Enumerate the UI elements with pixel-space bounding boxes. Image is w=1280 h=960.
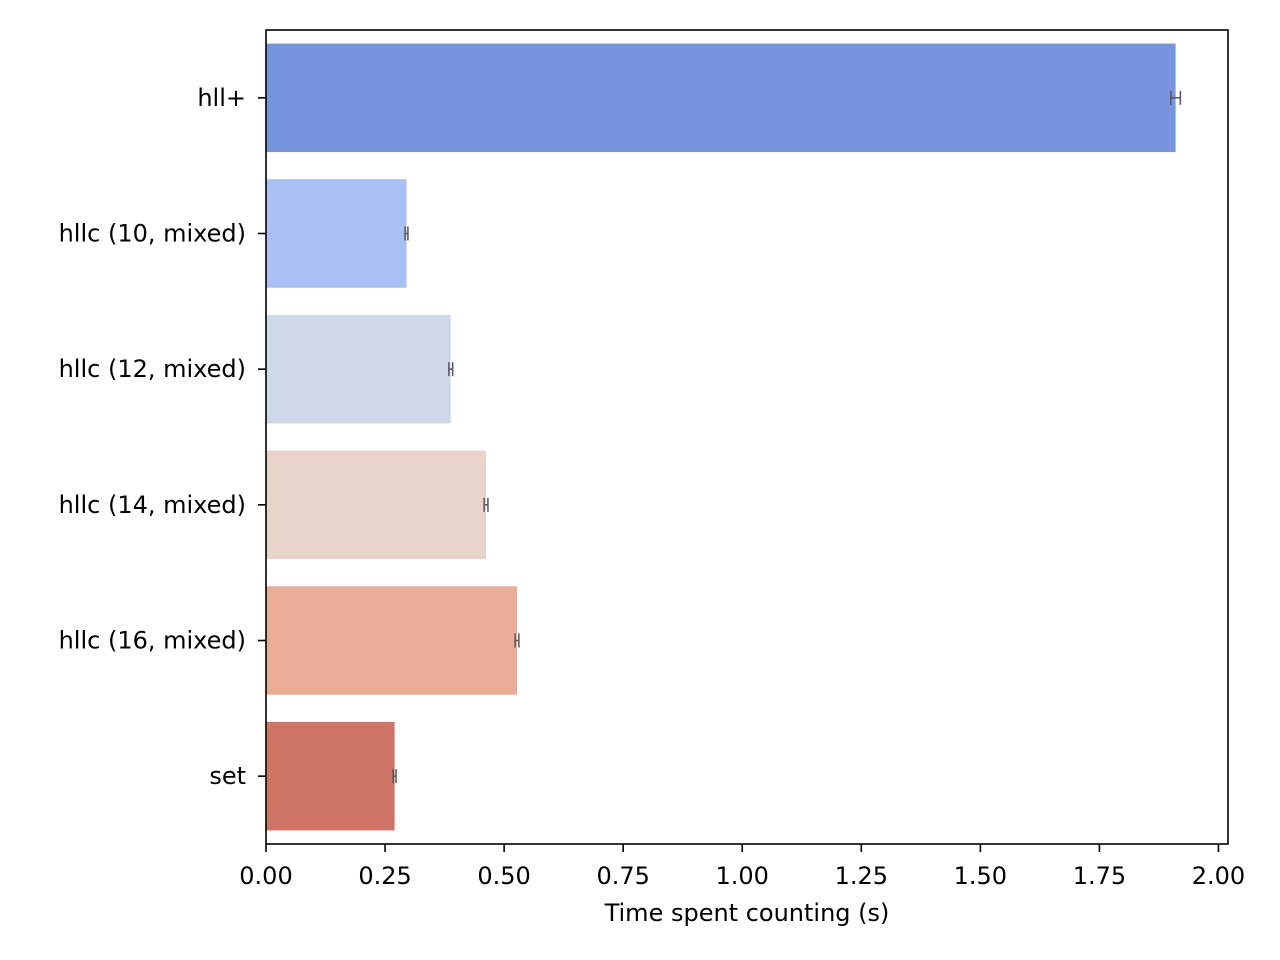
error-bar-set: [392, 769, 397, 784]
y-tick-label: hllc (10, mixed): [59, 220, 246, 248]
x-tick-label: 1.00: [716, 862, 769, 890]
bar-hllc-14-mixed: [266, 450, 487, 560]
plot-frame: [265, 29, 1229, 845]
y-tick-label: hll+: [197, 84, 246, 112]
x-tick-label: 0.75: [596, 862, 649, 890]
error-bar-hllc-10-mixed: [404, 226, 409, 241]
error-bar-hllc-12-mixed: [448, 362, 454, 377]
y-axis: hll+ hllc (10, mixed) hllc (12, mixed) hllc…: [59, 84, 266, 790]
x-tick-label: 2.00: [1192, 862, 1245, 890]
error-bar-hll: [1170, 90, 1182, 105]
x-tick-label: 1.75: [1073, 862, 1126, 890]
x-tick-label: 1.50: [954, 862, 1007, 890]
x-axis-label: Time spent counting (s): [604, 899, 890, 927]
x-axis: 0.00 0.25 0.50 0.75 1.00 1.25 1.50 1.75 2.00: [239, 844, 1245, 890]
y-tick-label: set: [209, 762, 246, 790]
y-tick-label: hllc (14, mixed): [59, 491, 246, 519]
y-tick-label: hllc (16, mixed): [59, 627, 246, 655]
x-tick-label: 1.25: [835, 862, 888, 890]
error-bar-hllc-16-mixed: [514, 633, 520, 648]
error-bar-hllc-14-mixed: [483, 497, 489, 512]
x-tick-label: 0.50: [477, 862, 530, 890]
y-tick-label: hllc (12, mixed): [59, 355, 246, 383]
bars-group: [266, 43, 1176, 831]
bar-set: [266, 721, 395, 831]
x-tick-label: 0.25: [358, 862, 411, 890]
bar-hllc-16-mixed: [266, 586, 517, 695]
bar-hllc-10-mixed: [266, 179, 407, 288]
bar-hll: [266, 43, 1176, 153]
bar-hllc-12-mixed: [266, 314, 451, 424]
error-bars-group: [392, 90, 1182, 784]
x-tick-label: 0.00: [239, 862, 292, 890]
